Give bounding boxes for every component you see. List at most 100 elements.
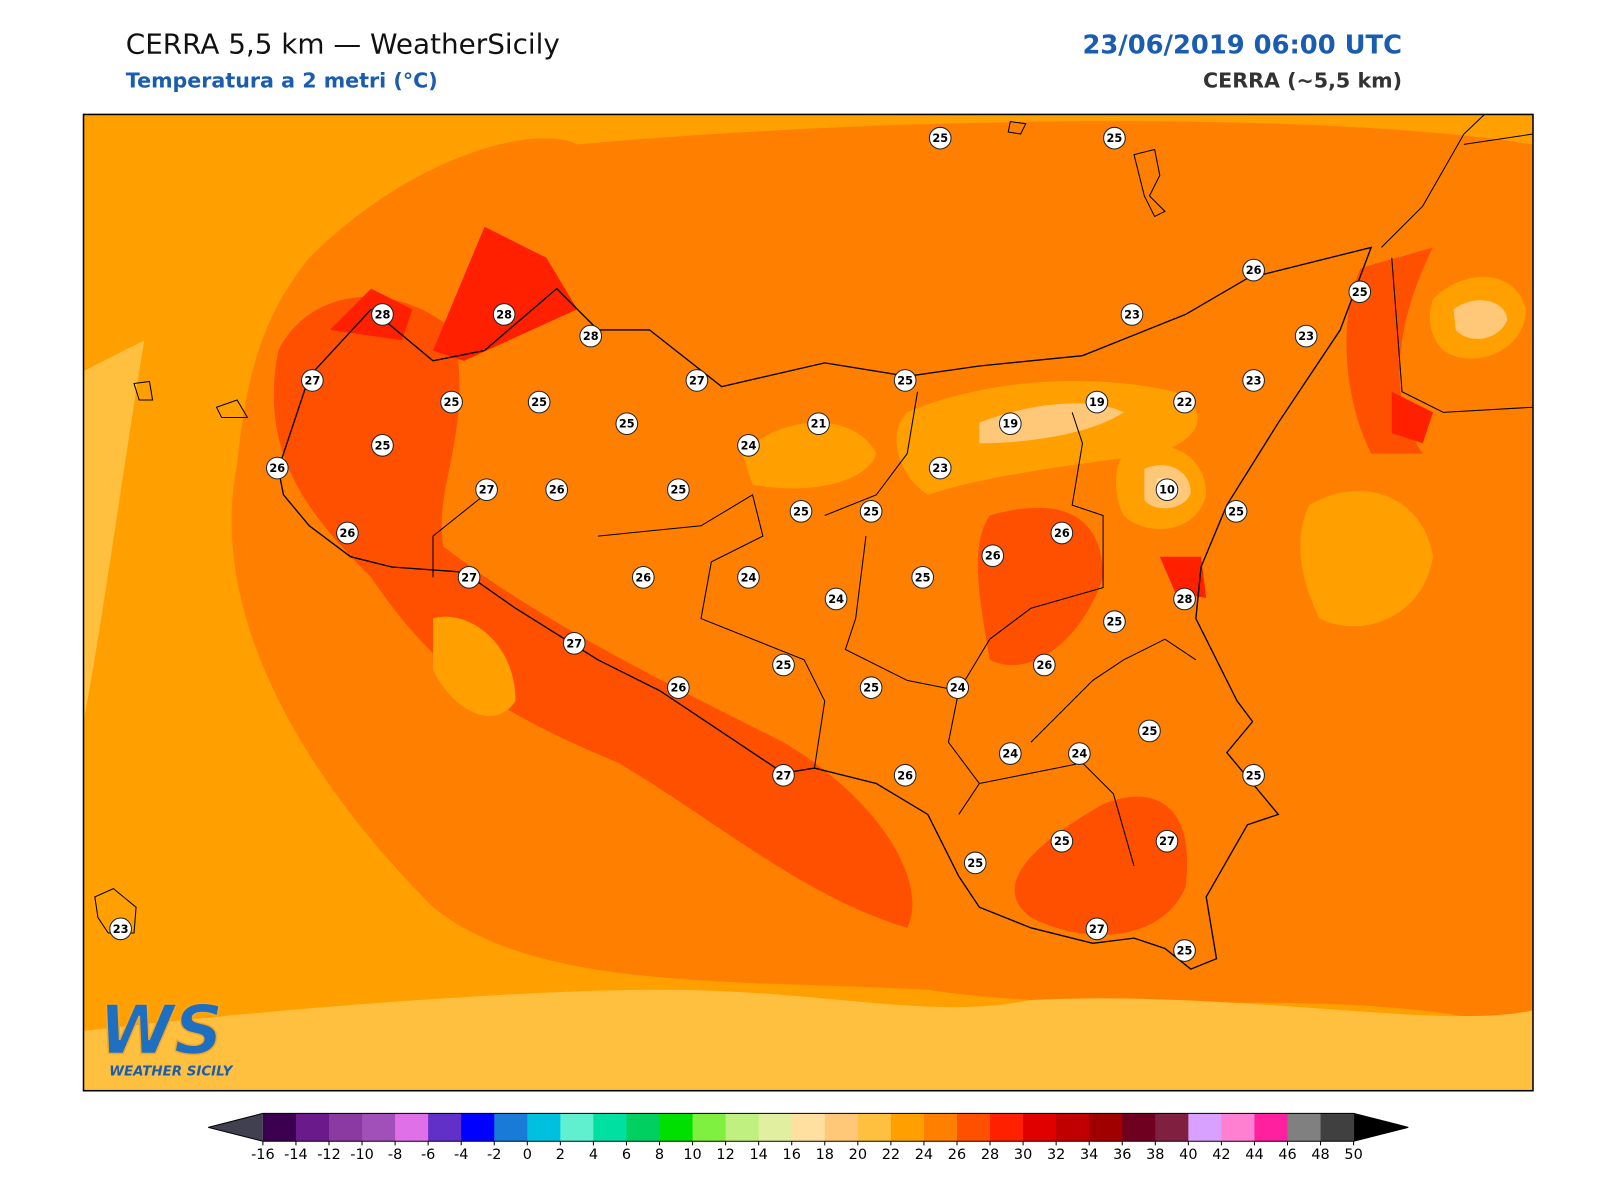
colorbar-tick-label: 36 bbox=[1113, 1147, 1131, 1163]
colorbar-tick-label: 18 bbox=[816, 1147, 834, 1163]
logo-mark: WS bbox=[99, 992, 223, 1071]
station-value: 28 bbox=[583, 329, 599, 343]
station-marker bbox=[928, 456, 952, 480]
station-value: 25 bbox=[967, 856, 983, 870]
station: 28 bbox=[371, 303, 394, 326]
colorbar-tick-label: 20 bbox=[849, 1147, 867, 1163]
colorbar-tick-label: 4 bbox=[589, 1147, 598, 1163]
station-marker bbox=[301, 369, 324, 392]
station-value: 25 bbox=[1142, 724, 1158, 738]
station: 26 bbox=[1242, 258, 1265, 282]
station-value: 26 bbox=[1036, 658, 1052, 672]
colorbar-tick-label: 34 bbox=[1080, 1147, 1098, 1163]
station-value: 27 bbox=[1159, 834, 1175, 848]
colorbar-segment bbox=[1188, 1113, 1222, 1142]
station: 25 bbox=[1242, 763, 1265, 787]
station-marker bbox=[492, 303, 516, 326]
station: 26 bbox=[893, 763, 917, 787]
colorbar-segment bbox=[626, 1113, 661, 1142]
colorbar-segment bbox=[1023, 1113, 1057, 1142]
station: 25 bbox=[893, 369, 917, 392]
colorbar-segment bbox=[560, 1113, 594, 1142]
station-marker bbox=[1294, 324, 1318, 348]
station-marker bbox=[579, 324, 603, 348]
station-value: 25 bbox=[1177, 944, 1193, 958]
station: 23 bbox=[109, 917, 132, 941]
station-value: 27 bbox=[566, 636, 582, 650]
station: 27 bbox=[301, 369, 324, 392]
station-marker bbox=[911, 565, 935, 589]
station-value: 25 bbox=[670, 483, 686, 497]
station: 23 bbox=[1242, 369, 1265, 392]
colorbar-tick-label: 2 bbox=[556, 1147, 565, 1163]
station-value: 19 bbox=[1089, 395, 1105, 409]
station-marker bbox=[631, 565, 655, 589]
station-marker bbox=[667, 478, 690, 502]
station-value: 25 bbox=[619, 417, 635, 431]
colorbar-tick-label: 6 bbox=[622, 1147, 631, 1163]
station-value: 25 bbox=[1054, 834, 1070, 848]
date: 23/06/2019 06:00 UTC bbox=[1082, 31, 1402, 61]
station-marker bbox=[457, 565, 481, 589]
colorbar-segment bbox=[725, 1113, 760, 1142]
station: 26 bbox=[1032, 653, 1056, 677]
colorbar-segment bbox=[461, 1113, 495, 1142]
station-marker bbox=[807, 412, 830, 436]
station-marker bbox=[1155, 829, 1179, 853]
station-value: 21 bbox=[811, 417, 827, 431]
station-marker bbox=[1050, 829, 1074, 853]
station-value: 25 bbox=[1352, 285, 1368, 299]
station-value: 27 bbox=[776, 768, 792, 782]
station-marker bbox=[737, 434, 760, 457]
colorbar-tick-label: 24 bbox=[915, 1147, 933, 1163]
station-value: 28 bbox=[375, 307, 391, 321]
station-marker bbox=[1173, 390, 1196, 414]
colorbar-segment bbox=[328, 1113, 363, 1142]
station-value: 23 bbox=[1298, 329, 1314, 343]
station-value: 26 bbox=[340, 526, 356, 540]
station-value: 25 bbox=[531, 395, 547, 409]
colorbar-tick-label: 44 bbox=[1245, 1147, 1263, 1163]
station-value: 25 bbox=[932, 131, 948, 145]
station-value: 26 bbox=[1054, 526, 1070, 540]
station-marker bbox=[545, 478, 569, 502]
station: 25 bbox=[440, 390, 463, 414]
station-marker bbox=[928, 126, 952, 150]
station-value: 26 bbox=[985, 549, 1001, 563]
station: 28 bbox=[1173, 587, 1196, 611]
station: 25 bbox=[789, 499, 813, 523]
colorbar-tick-label: 8 bbox=[655, 1147, 664, 1163]
station-marker bbox=[562, 631, 586, 655]
colorbar-segment bbox=[1089, 1113, 1123, 1142]
station: 24 bbox=[998, 742, 1022, 765]
colorbar-segment bbox=[1122, 1113, 1156, 1142]
station-value: 27 bbox=[689, 373, 705, 387]
station-value: 25 bbox=[863, 504, 879, 518]
station-value: 27 bbox=[479, 483, 495, 497]
station: 27 bbox=[475, 478, 498, 502]
colorbar-segment bbox=[659, 1113, 694, 1142]
station-marker bbox=[789, 499, 813, 523]
station-marker bbox=[615, 412, 639, 436]
station-value: 24 bbox=[828, 592, 844, 606]
station: 25 bbox=[859, 499, 883, 523]
station: 21 bbox=[807, 412, 830, 436]
station: 27 bbox=[772, 763, 795, 787]
colorbar-segment bbox=[494, 1113, 528, 1142]
colorbar-tick-label: -12 bbox=[317, 1147, 341, 1163]
station-marker bbox=[1242, 258, 1265, 282]
station-value: 27 bbox=[304, 373, 320, 387]
station-value: 25 bbox=[863, 681, 879, 695]
colorbar-tick-label: 0 bbox=[523, 1147, 532, 1163]
station-marker bbox=[667, 676, 690, 699]
colorbar-tick-label: -6 bbox=[421, 1147, 435, 1163]
station-marker bbox=[981, 544, 1005, 568]
colorbar-segment bbox=[593, 1113, 627, 1142]
colorbar-segment bbox=[395, 1113, 429, 1142]
station: 25 bbox=[1103, 610, 1126, 633]
station: 24 bbox=[824, 587, 848, 611]
station-value: 10 bbox=[1159, 483, 1175, 497]
station-marker bbox=[893, 369, 917, 392]
station-marker bbox=[1085, 917, 1109, 941]
